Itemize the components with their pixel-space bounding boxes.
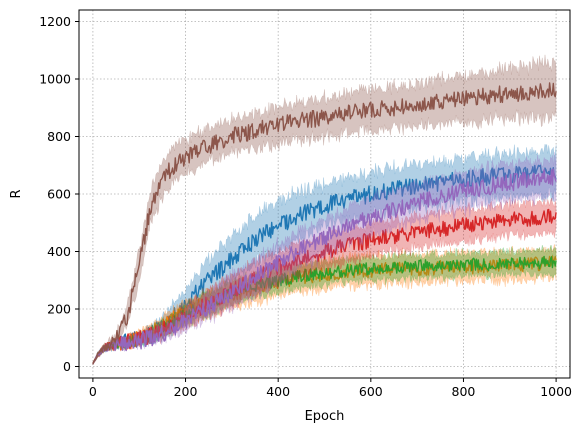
series-1-band xyxy=(92,244,557,366)
x-tick-label: 400 xyxy=(266,384,290,399)
series-layer xyxy=(92,54,557,366)
y-tick-label: 1200 xyxy=(39,14,71,29)
grid xyxy=(79,10,570,378)
series-3-band xyxy=(92,197,557,366)
series-4-line xyxy=(92,168,557,364)
x-tick-label: 1000 xyxy=(540,384,572,399)
x-tick-label: 0 xyxy=(89,384,97,399)
y-tick-label: 800 xyxy=(47,129,71,144)
series-2-band xyxy=(92,244,557,366)
series-5-line xyxy=(92,82,557,364)
ticks: 0 200 400 600 800 1000 0 200 400 600 800 1000 1200 xyxy=(39,14,572,399)
y-tick-label: 400 xyxy=(47,244,71,259)
x-tick-label: 800 xyxy=(452,384,476,399)
y-tick-label: 1000 xyxy=(39,72,71,87)
y-tick-label: 600 xyxy=(47,187,71,202)
series-4-band xyxy=(92,152,557,366)
series-1-line xyxy=(92,255,557,364)
series-5-band xyxy=(92,54,557,366)
y-tick-label: 200 xyxy=(47,302,71,317)
y-tick-label: 0 xyxy=(63,359,71,374)
y-axis-label: R xyxy=(9,189,24,198)
x-tick-label: 200 xyxy=(174,384,198,399)
x-axis-label: Epoch xyxy=(305,409,345,424)
x-tick-label: 600 xyxy=(359,384,383,399)
